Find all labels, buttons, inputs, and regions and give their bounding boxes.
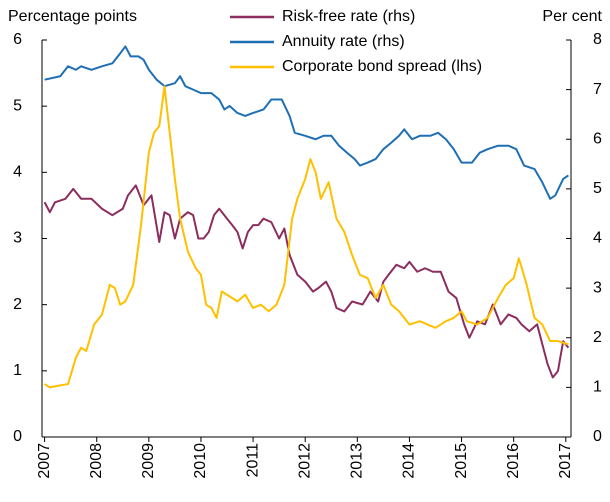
y-tick-label: 4 (13, 164, 22, 181)
x-tick-label: 2016 (505, 443, 522, 479)
y-tick-label: 6 (13, 31, 22, 48)
x-tick-label: 2010 (192, 443, 209, 479)
y-tick-label: 0 (13, 428, 22, 445)
y-axis-label: Percentage points (8, 8, 137, 25)
x-tick-label: 2017 (557, 443, 574, 479)
y2-tick-label: 4 (593, 230, 602, 247)
y-tick-label: 5 (13, 97, 22, 114)
legend-label: Annuity rate (rhs) (282, 33, 405, 50)
x-tick-label: 2011 (244, 443, 261, 478)
legend-label: Risk-free rate (rhs) (282, 8, 415, 25)
y2-tick-label: 8 (593, 31, 602, 48)
y2-tick-label: 1 (593, 379, 602, 396)
y-tick-label: 2 (13, 296, 22, 313)
x-tick-label: 2012 (296, 443, 313, 479)
x-tick-label: 2009 (140, 443, 157, 479)
data-line (43, 184, 570, 379)
x-tick-label: 2008 (88, 443, 105, 479)
y2-tick-label: 6 (593, 130, 602, 147)
data-line (44, 85, 569, 389)
y2-tick-label: 5 (593, 180, 602, 197)
y2-axis-label: Per cent (542, 8, 602, 25)
y2-tick-label: 3 (593, 279, 602, 296)
data-line (44, 45, 569, 200)
y2-tick-label: 0 (593, 428, 602, 445)
x-tick-label: 2013 (349, 443, 366, 479)
x-tick-label: 2014 (401, 443, 418, 479)
y-tick-label: 1 (13, 362, 22, 379)
x-tick-label: 2007 (36, 443, 53, 479)
y-tick-label: 3 (13, 230, 22, 247)
x-tick-label: 2015 (453, 443, 470, 479)
legend-label: Corporate bond spread (lhs) (282, 58, 482, 75)
y2-tick-label: 2 (593, 329, 602, 346)
y2-tick-label: 7 (593, 81, 602, 98)
